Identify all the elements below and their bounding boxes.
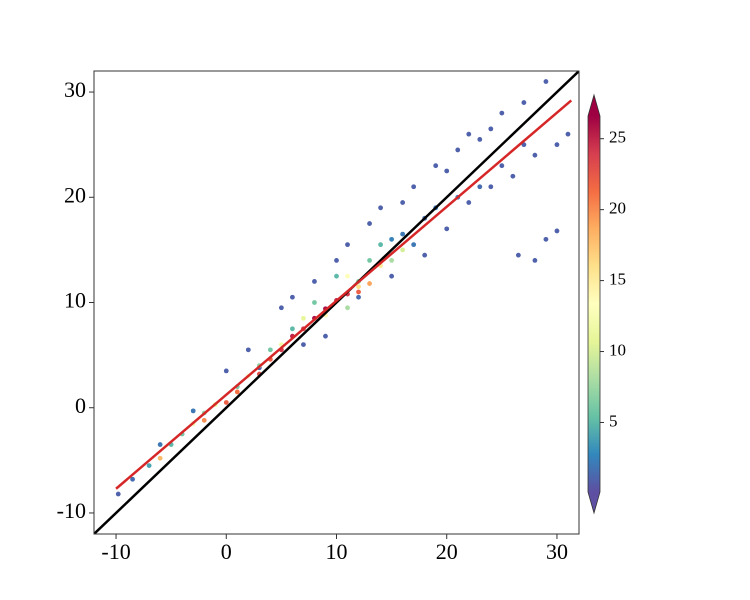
point bbox=[367, 281, 372, 286]
point bbox=[411, 242, 417, 248]
point bbox=[389, 273, 395, 279]
y-tick-label: 30 bbox=[64, 77, 86, 102]
point bbox=[334, 273, 339, 279]
point bbox=[554, 142, 560, 148]
point bbox=[433, 163, 439, 169]
point bbox=[323, 333, 328, 339]
point bbox=[157, 455, 163, 461]
colorbar bbox=[588, 116, 600, 492]
x-tick-label: 10 bbox=[326, 539, 348, 564]
point bbox=[477, 184, 483, 190]
point bbox=[444, 168, 450, 174]
point bbox=[301, 315, 306, 321]
point bbox=[444, 226, 450, 232]
point bbox=[400, 231, 406, 237]
point bbox=[367, 258, 372, 263]
colorbar-extend-top bbox=[588, 95, 600, 116]
point bbox=[223, 368, 229, 374]
point bbox=[201, 417, 207, 423]
point bbox=[488, 184, 494, 190]
point bbox=[290, 294, 295, 300]
point bbox=[400, 200, 406, 205]
point bbox=[245, 347, 251, 353]
point bbox=[532, 258, 538, 263]
point bbox=[521, 100, 527, 105]
colorbar-extend-bottom bbox=[588, 492, 600, 513]
colorbar-tick-label: 5 bbox=[609, 411, 618, 430]
point bbox=[356, 284, 361, 290]
colorbar-tick-label: 15 bbox=[609, 269, 626, 288]
point bbox=[499, 110, 505, 116]
x-tick-label: 30 bbox=[546, 539, 568, 564]
point bbox=[488, 126, 494, 132]
y-tick-label: 0 bbox=[75, 393, 86, 418]
point bbox=[301, 342, 306, 347]
point bbox=[278, 305, 284, 311]
point bbox=[345, 242, 350, 248]
point bbox=[312, 300, 317, 305]
point bbox=[400, 247, 406, 253]
point bbox=[356, 289, 361, 295]
point bbox=[466, 131, 472, 137]
point bbox=[378, 205, 383, 211]
point bbox=[130, 476, 135, 482]
line-1 bbox=[115, 99, 573, 490]
point bbox=[499, 163, 505, 169]
point bbox=[455, 147, 461, 153]
point bbox=[234, 389, 240, 395]
point bbox=[115, 491, 121, 497]
point bbox=[477, 136, 483, 142]
point bbox=[267, 347, 273, 353]
point bbox=[389, 258, 395, 263]
point bbox=[345, 273, 350, 279]
point bbox=[378, 242, 383, 248]
point bbox=[356, 294, 361, 300]
point bbox=[543, 236, 549, 242]
point bbox=[515, 252, 521, 258]
point bbox=[466, 200, 472, 205]
point bbox=[543, 79, 549, 84]
point bbox=[312, 279, 317, 284]
y-tick-label: 20 bbox=[64, 182, 86, 207]
y-tick-label: 10 bbox=[64, 288, 86, 313]
colorbar-tick-label: 10 bbox=[609, 340, 626, 359]
point bbox=[345, 305, 350, 311]
colorbar-tick-label: 20 bbox=[609, 199, 626, 218]
line-0 bbox=[94, 71, 579, 534]
point bbox=[223, 400, 229, 405]
point bbox=[146, 463, 152, 469]
x-tick-label: 20 bbox=[436, 539, 458, 564]
point bbox=[367, 221, 372, 226]
x-tick-label: -10 bbox=[101, 539, 130, 564]
y-tick-label: -10 bbox=[57, 498, 86, 523]
point bbox=[389, 236, 395, 242]
point bbox=[565, 131, 571, 137]
point bbox=[510, 173, 516, 179]
x-tick-label: 0 bbox=[221, 539, 232, 564]
point bbox=[290, 326, 295, 332]
point bbox=[334, 258, 339, 263]
colorbar-tick-label: 25 bbox=[609, 128, 626, 147]
point bbox=[157, 442, 163, 447]
point bbox=[190, 408, 196, 414]
point bbox=[422, 252, 428, 258]
point bbox=[532, 152, 538, 158]
colorbar-outline bbox=[587, 93, 601, 515]
point bbox=[411, 184, 417, 190]
point bbox=[554, 228, 560, 234]
